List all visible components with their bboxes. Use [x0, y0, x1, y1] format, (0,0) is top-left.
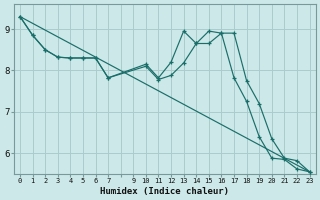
- X-axis label: Humidex (Indice chaleur): Humidex (Indice chaleur): [100, 187, 229, 196]
